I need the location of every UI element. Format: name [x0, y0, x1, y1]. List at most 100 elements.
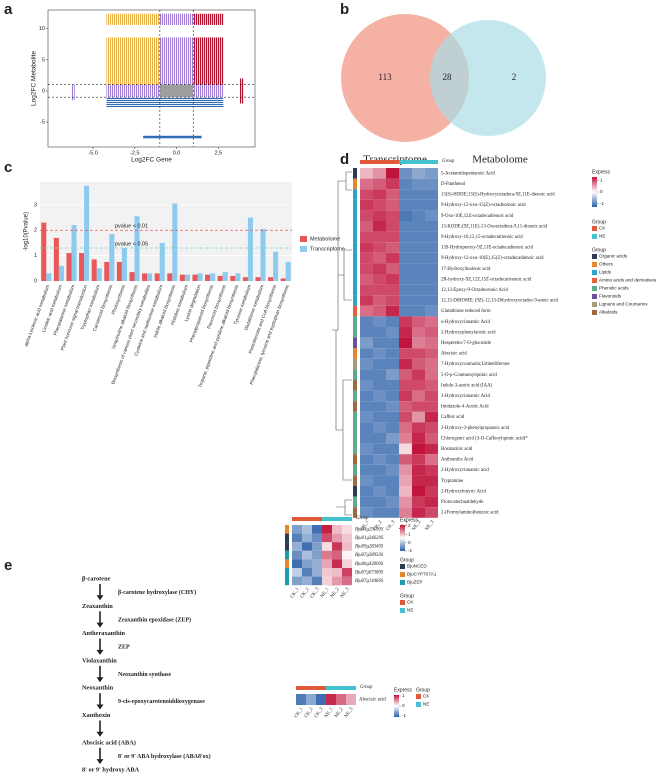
- heat-cell: [332, 568, 342, 577]
- group-bar: [336, 686, 346, 690]
- row-label: Chlorogenic acid (3-O-Caffeoylquinic aci…: [441, 436, 528, 441]
- heat-cell: [425, 411, 438, 423]
- row-label: Bju07g07380S: [355, 570, 384, 575]
- heat-cell: [373, 496, 386, 508]
- legend-swatch: [592, 278, 597, 283]
- heat-cell: [336, 694, 346, 705]
- heat-cell: [412, 305, 425, 317]
- heat-cell: [316, 694, 326, 705]
- y-tick-label: 0: [34, 278, 37, 284]
- heat-cell: [322, 550, 332, 560]
- class-bar: [353, 305, 357, 317]
- heat-cell: [360, 274, 373, 285]
- heat-cell: [386, 178, 399, 190]
- heat-cell: [386, 252, 399, 264]
- legend-title: Group: [592, 247, 606, 253]
- row-label: Abscisic acid: [441, 352, 467, 357]
- heat-cell: [373, 454, 386, 465]
- heat-cell: [360, 422, 373, 433]
- class-bar: [285, 533, 289, 543]
- heat-cell: [425, 358, 438, 370]
- class-bar: [353, 252, 357, 264]
- column-label: CK_3: [386, 519, 397, 532]
- heat-cell: [425, 401, 438, 412]
- heat-cell: [373, 242, 386, 253]
- heat-cell: [425, 454, 438, 465]
- heat-cell: [425, 210, 438, 221]
- class-bar: [353, 475, 357, 486]
- group-bar: [360, 160, 373, 164]
- legend-label: BjuCYP707A1: [407, 572, 437, 577]
- heat-cell: [386, 305, 399, 317]
- row-label: 9-Hydroxy-12-oxo-15(Z)-octadecenoic acid: [441, 203, 526, 208]
- heat-cell: [399, 475, 412, 486]
- class-bar: [353, 284, 357, 296]
- class-bar: [353, 496, 357, 508]
- class-bar: [353, 358, 357, 370]
- heat-cell: [399, 496, 412, 508]
- bar: [142, 273, 148, 281]
- row-label: 12,13-DiHOME; (9Z)-12,13-Dihydroxyoctade…: [441, 299, 559, 304]
- heat-cell: [399, 358, 412, 370]
- column-label: NE_2: [330, 587, 341, 600]
- heat-cell: [412, 443, 425, 455]
- heat-cell: [386, 168, 399, 179]
- heat-cell: [322, 576, 332, 586]
- heat-cell: [425, 464, 438, 476]
- class-bar: [353, 199, 357, 211]
- heat-cell: [312, 542, 322, 551]
- heat-cell: [360, 401, 373, 412]
- heat-cell: [399, 422, 412, 433]
- heat-cell: [386, 242, 399, 253]
- heat-cell: [360, 475, 373, 486]
- group-bar: [312, 517, 322, 521]
- heat-cell: [412, 337, 425, 349]
- row-label: Hesperetin-7-O-glucoside: [441, 341, 491, 346]
- heat-cell: [399, 316, 412, 327]
- group-bar: [306, 686, 316, 690]
- heat-cell: [373, 433, 386, 444]
- group-bar: [302, 517, 312, 521]
- column-label: NE_2: [334, 706, 345, 719]
- heat-cell: [412, 380, 425, 391]
- heat-cell: [373, 231, 386, 243]
- heat-cell: [292, 542, 302, 551]
- colorbar-label: 1: [408, 531, 411, 536]
- row-label: 9-Hydroxy-12-oxo-10(E),15(Z)-octadecadie…: [441, 256, 544, 261]
- heat-cell: [360, 380, 373, 391]
- point-cloud: [106, 97, 224, 108]
- compound: Neoxanthin: [82, 685, 114, 692]
- heat-cell: [373, 316, 386, 327]
- row-label: 12,13-Epoxy-9-Octadecenoic Acid: [441, 288, 508, 293]
- threshold-label: pvalue < 0.05: [115, 241, 148, 247]
- legend-label: NE: [599, 234, 605, 239]
- point-cloud: [106, 37, 160, 85]
- heat-cell: [386, 284, 399, 296]
- venn-count: 113: [378, 72, 392, 82]
- class-bar: [353, 507, 357, 518]
- heat-cell: [373, 486, 386, 497]
- legend-title: Express: [592, 169, 611, 175]
- column-label: NE_3: [425, 519, 436, 532]
- venn-set-label: Metabolome: [472, 154, 528, 166]
- heat-cell: [425, 178, 438, 190]
- heat-cell: [425, 327, 438, 338]
- heat-cell: [373, 263, 386, 274]
- row-label: Bju01g34620S: [355, 536, 384, 541]
- heat-cell: [302, 533, 312, 543]
- heat-cell: [412, 464, 425, 476]
- heat-cell: [386, 433, 399, 444]
- heat-cell: [412, 316, 425, 327]
- class-bar: [353, 274, 357, 285]
- row-label: Protocatechualdehyde: [441, 500, 483, 505]
- heat-cell: [332, 542, 342, 551]
- x-tick-label: 2.5: [214, 150, 222, 156]
- panel-label: e: [4, 557, 12, 574]
- arrow-head: [96, 731, 104, 737]
- bar: [154, 273, 160, 281]
- heat-cell: [360, 242, 373, 253]
- panel-label: c: [4, 159, 12, 176]
- legend-swatch: [300, 236, 307, 242]
- bar: [235, 273, 241, 281]
- heat-cell: [373, 348, 386, 359]
